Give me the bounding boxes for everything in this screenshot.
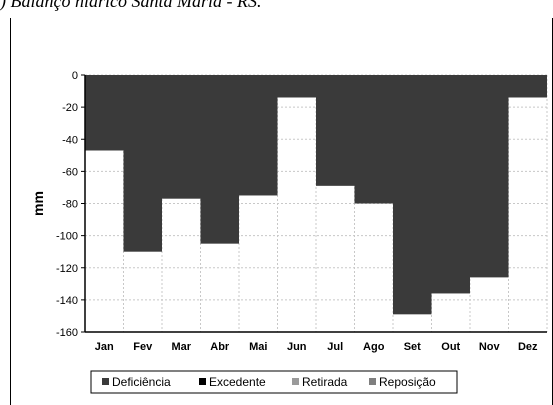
y-tick-label: -140	[56, 295, 78, 307]
y-tick-label: -120	[56, 263, 78, 275]
bar-jan	[85, 75, 124, 151]
bar-abr	[200, 75, 239, 244]
y-tick-label: -20	[62, 102, 78, 114]
bars	[85, 75, 547, 315]
x-tick-label: Abr	[210, 341, 230, 353]
legend-swatch	[369, 378, 376, 385]
bar-dez	[508, 75, 547, 98]
bar-jul	[316, 75, 355, 186]
x-tick-label: Set	[404, 341, 421, 353]
y-tick-label: 0	[72, 70, 78, 82]
x-tick-label: Dez	[518, 341, 538, 353]
bar-out	[431, 75, 470, 294]
y-tick-label: -80	[62, 199, 78, 211]
legend-swatch	[292, 378, 299, 385]
x-tick-label: Mar	[171, 341, 191, 353]
y-tick-label: -60	[62, 166, 78, 178]
x-tick-label: Nov	[479, 341, 501, 353]
y-tick-label: -100	[56, 231, 78, 243]
legend: Deficiência Excedente Retirada Reposição	[90, 370, 458, 394]
bar-mar	[162, 75, 201, 199]
legend-box	[90, 370, 458, 394]
legend-label: Excedente	[209, 375, 266, 389]
bar-ago	[354, 75, 393, 204]
y-tick-labels: 0 -20 -40 -60 -80 -100 -120 -140 -160	[56, 70, 78, 339]
legend-label: Reposição	[379, 375, 436, 389]
bar-fev	[123, 75, 162, 252]
bar-jun	[277, 75, 316, 98]
legend-swatch	[102, 378, 109, 385]
y-tick-label: -160	[56, 327, 78, 339]
legend-label: Retirada	[302, 375, 348, 389]
x-tick-label: Jun	[287, 341, 307, 353]
x-tick-label: Mai	[249, 341, 267, 353]
bar-mai	[239, 75, 278, 196]
x-tick-label: Out	[441, 341, 460, 353]
bar-set	[393, 75, 432, 315]
x-tick-label: Fev	[133, 341, 153, 353]
y-tick-label: -40	[62, 134, 78, 146]
frame-left-border	[10, 18, 11, 405]
legend-label: Deficiência	[112, 375, 171, 389]
x-tick-label: Jul	[327, 341, 343, 353]
legend-swatch	[199, 378, 206, 385]
figure-caption: ) Balanço hídrico Santa Maria - RS.	[0, 0, 262, 11]
x-tick-labels: Jan Fev Mar Abr Mai Jun Jul Ago Set Out Nov Dez	[95, 341, 538, 353]
y-axis-title: mm	[30, 191, 46, 216]
x-tick-label: Jan	[95, 341, 114, 353]
axes	[81, 74, 547, 333]
x-tick-label: Ago	[363, 341, 385, 353]
bar-nov	[470, 75, 509, 278]
